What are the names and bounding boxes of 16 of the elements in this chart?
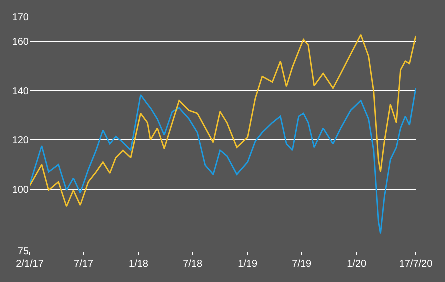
x-tick-label: 7/19 bbox=[292, 259, 312, 270]
x-tick-label: 7/18 bbox=[183, 259, 203, 270]
x-tick-label: 17/7/20 bbox=[399, 259, 434, 270]
x-tick-label: 2/1/17 bbox=[16, 259, 44, 270]
y-tick-label: 100 bbox=[12, 184, 30, 196]
y-tick-label: 160 bbox=[12, 37, 30, 48]
y-tick-label: 75 bbox=[18, 246, 30, 258]
x-tick-label: 7/17 bbox=[74, 259, 94, 270]
y-tick-label: 170 bbox=[12, 12, 30, 24]
line-series bbox=[30, 88, 416, 234]
line-series bbox=[30, 34, 416, 208]
y-tick-label: 120 bbox=[12, 136, 30, 147]
x-tick-label: 1/19 bbox=[238, 259, 258, 270]
y-tick-label: 140 bbox=[12, 86, 30, 98]
x-tick-label: 1/20 bbox=[347, 259, 368, 270]
x-tick-label: 1/18 bbox=[129, 259, 149, 270]
